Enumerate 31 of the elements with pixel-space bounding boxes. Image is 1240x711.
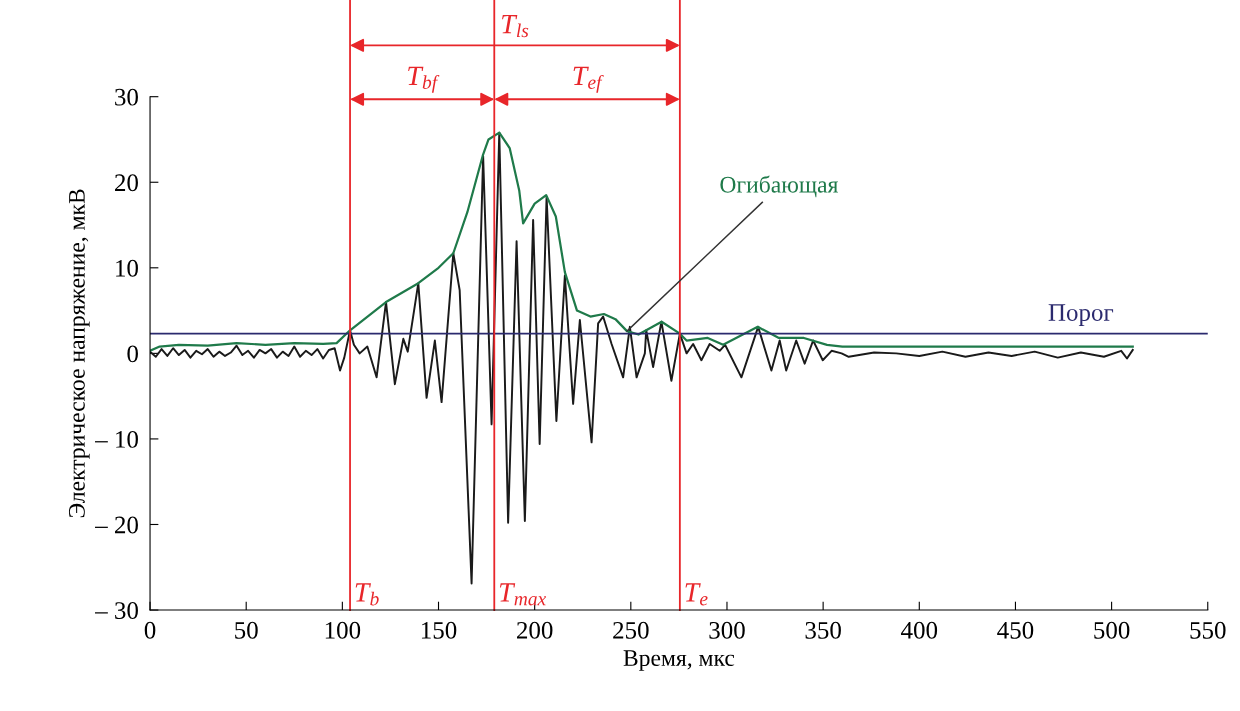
y-tick-label: – 10 bbox=[95, 430, 138, 448]
x-tick-label: 0 bbox=[144, 621, 156, 639]
x-tick-label: 550 bbox=[1190, 621, 1226, 639]
x-tick-label: 250 bbox=[613, 621, 649, 639]
text: T$_{ls}$ bbox=[502, 14, 529, 38]
y-tick-label: 0 bbox=[127, 345, 138, 363]
text: Огибающая bbox=[720, 175, 838, 198]
y-tick-label: 10 bbox=[116, 259, 138, 277]
y-tick-label: 20 bbox=[115, 174, 138, 192]
x-tick-label: 200 bbox=[517, 621, 553, 639]
text: T$_{ef}$ bbox=[573, 66, 604, 93]
x-tick-label: 450 bbox=[997, 621, 1034, 639]
x-tick-label: 400 bbox=[901, 621, 938, 639]
ref-line-label: T$_{e}$ bbox=[685, 583, 708, 606]
x-tick-label: 100 bbox=[325, 621, 361, 639]
x-tick-label: 50 bbox=[235, 621, 258, 639]
y-tick-label: 30 bbox=[115, 88, 138, 106]
ref-line-label: T$_{max}$ bbox=[499, 583, 547, 606]
line-series bbox=[150, 131, 1134, 585]
x-tick-label: 150 bbox=[421, 621, 457, 639]
y-axis-title: Электрическое напряжение, мкВ bbox=[68, 189, 90, 518]
ref-line-label: Порог bbox=[1048, 304, 1114, 326]
text: T$_{bf}$ bbox=[408, 66, 440, 93]
x-axis-title: Время, мкс bbox=[623, 650, 735, 671]
y-tick-label: – 30 bbox=[95, 602, 138, 619]
x-tick-label: 350 bbox=[805, 621, 841, 639]
ref-line-label: T$_{b}$ bbox=[355, 583, 379, 606]
x-tick-label: 500 bbox=[1094, 621, 1130, 639]
line-series bbox=[150, 131, 1134, 352]
y-tick-label: – 20 bbox=[95, 516, 138, 534]
x-tick-label: 300 bbox=[709, 621, 745, 639]
